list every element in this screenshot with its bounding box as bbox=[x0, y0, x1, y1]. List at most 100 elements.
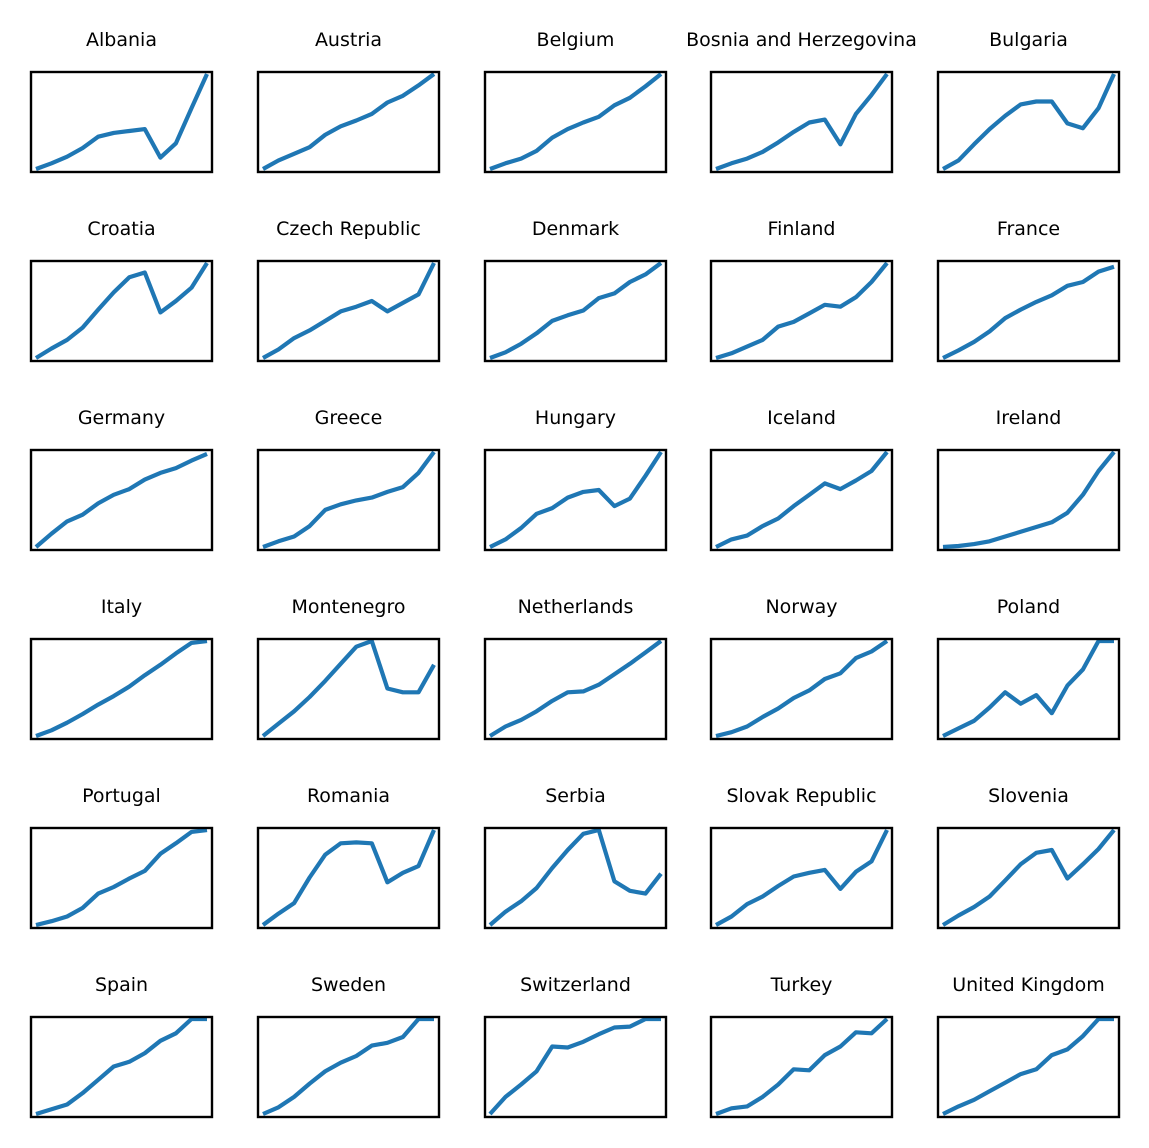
series-line bbox=[488, 827, 663, 927]
panel-frame bbox=[256, 448, 441, 552]
panel-title: Ireland bbox=[996, 407, 1062, 429]
panel-germany: Germany bbox=[29, 407, 214, 552]
panels-group: Albania Austria Belgium Bosnia and Herzegov… bbox=[29, 29, 1121, 1119]
panel-frame bbox=[29, 826, 214, 930]
panel-title: Czech Republic bbox=[276, 218, 421, 240]
panel-sweden: Sweden bbox=[256, 974, 441, 1119]
series-line bbox=[34, 261, 209, 360]
panel-frame bbox=[936, 1015, 1121, 1119]
series-line bbox=[262, 450, 436, 549]
panel-frame bbox=[936, 826, 1121, 930]
panel-title: Sweden bbox=[311, 974, 386, 996]
series-line bbox=[261, 72, 436, 171]
panel-frame bbox=[709, 70, 894, 174]
panel-frame bbox=[483, 637, 668, 741]
panel-title: Hungary bbox=[535, 407, 616, 429]
series-line bbox=[715, 261, 889, 361]
panel-hungary: Hungary bbox=[483, 407, 668, 552]
panel-title: Netherlands bbox=[518, 596, 634, 618]
panel-frame bbox=[256, 1015, 441, 1119]
panel-portugal: Portugal bbox=[29, 785, 214, 930]
series-line bbox=[261, 262, 436, 360]
panel-title: Slovak Republic bbox=[726, 785, 876, 807]
panel-title: Austria bbox=[315, 29, 382, 51]
panel-title: Norway bbox=[765, 596, 837, 618]
panel-slovenia: Slovenia bbox=[936, 785, 1121, 930]
series-line bbox=[941, 828, 1116, 927]
series-line bbox=[489, 261, 663, 360]
panel-frame bbox=[29, 70, 214, 174]
series-line bbox=[489, 450, 663, 549]
panel-frame bbox=[29, 637, 214, 741]
panel-title: United Kingdom bbox=[952, 974, 1105, 996]
panel-greece: Greece bbox=[256, 407, 441, 552]
panel-title: Germany bbox=[78, 407, 165, 429]
series-line bbox=[715, 72, 889, 171]
panel-croatia: Croatia bbox=[29, 218, 214, 363]
panel-frame bbox=[483, 259, 668, 363]
series-line bbox=[35, 73, 209, 171]
panel-norway: Norway bbox=[709, 596, 894, 741]
panel-frame bbox=[256, 259, 441, 363]
series-line bbox=[941, 73, 1116, 171]
panel-title: Belgium bbox=[537, 29, 615, 51]
panel-title: Romania bbox=[307, 785, 390, 807]
series-line bbox=[715, 1017, 889, 1116]
series-line bbox=[489, 72, 663, 171]
series-line bbox=[488, 639, 663, 738]
panel-title: Croatia bbox=[87, 218, 155, 240]
panel-austria: Austria bbox=[256, 29, 441, 174]
panel-belgium: Belgium bbox=[483, 29, 668, 174]
panel-title: Serbia bbox=[545, 785, 606, 807]
panel-title: Switzerland bbox=[520, 974, 631, 996]
panel-serbia: Serbia bbox=[483, 785, 668, 930]
panel-switzerland: Switzerland bbox=[483, 974, 668, 1119]
panel-frame bbox=[936, 637, 1121, 741]
panel-albania: Albania bbox=[29, 29, 214, 174]
panel-frame bbox=[936, 70, 1121, 174]
series-line bbox=[262, 1016, 434, 1116]
panel-finland: Finland bbox=[709, 218, 894, 363]
panel-bosnia-and-herzegovina: Bosnia and Herzegovina bbox=[686, 29, 917, 174]
series-line bbox=[261, 829, 436, 927]
panel-ireland: Ireland bbox=[936, 407, 1121, 552]
panel-title: Portugal bbox=[82, 785, 161, 807]
series-line bbox=[35, 1016, 207, 1117]
panel-title: Turkey bbox=[770, 974, 833, 996]
series-line bbox=[715, 639, 889, 739]
panel-netherlands: Netherlands bbox=[483, 596, 668, 741]
panel-title: Slovenia bbox=[988, 785, 1069, 807]
panel-frame bbox=[29, 448, 214, 552]
panel-frame bbox=[936, 259, 1121, 363]
panel-title: Bulgaria bbox=[989, 29, 1068, 51]
panel-frame bbox=[256, 637, 441, 741]
panel-frame bbox=[483, 826, 668, 930]
panel-title: Poland bbox=[997, 596, 1060, 618]
panel-title: Albania bbox=[86, 29, 157, 51]
panel-turkey: Turkey bbox=[709, 974, 894, 1119]
panel-iceland: Iceland bbox=[709, 407, 894, 552]
panel-frame bbox=[256, 70, 441, 174]
panel-title: Finland bbox=[768, 218, 836, 240]
panel-france: France bbox=[936, 218, 1121, 363]
series-line bbox=[488, 1016, 661, 1116]
panel-frame bbox=[29, 1015, 214, 1119]
series-line bbox=[34, 451, 208, 549]
panel-montenegro: Montenegro bbox=[256, 596, 441, 741]
panel-frame bbox=[483, 70, 668, 174]
panel-slovak-republic: Slovak Republic bbox=[709, 785, 894, 930]
series-line bbox=[942, 450, 1116, 550]
panel-italy: Italy bbox=[29, 596, 214, 741]
series-line bbox=[942, 638, 1114, 738]
panel-united-kingdom: United Kingdom bbox=[936, 974, 1121, 1119]
series-line bbox=[942, 264, 1115, 360]
panel-frame bbox=[709, 826, 894, 930]
panel-title: Spain bbox=[95, 974, 148, 996]
panel-frame bbox=[709, 637, 894, 741]
panel-czech-republic: Czech Republic bbox=[256, 218, 441, 363]
panel-denmark: Denmark bbox=[483, 218, 668, 363]
panel-title: Denmark bbox=[532, 218, 619, 240]
series-line bbox=[261, 638, 436, 738]
panel-title: Montenegro bbox=[291, 596, 405, 618]
